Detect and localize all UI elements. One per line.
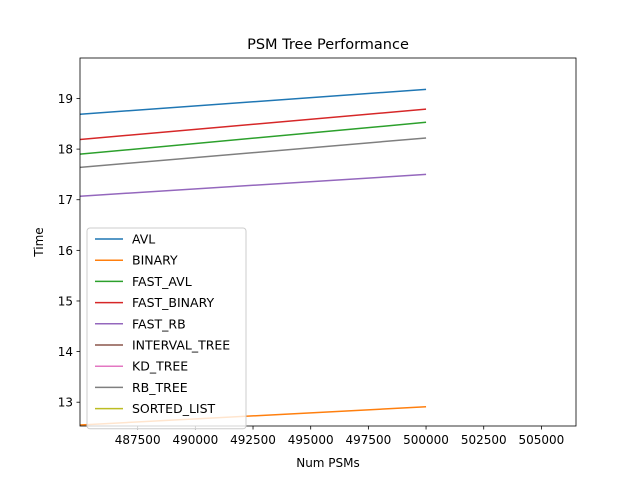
x-tick-label: 502500	[461, 433, 507, 447]
legend-label: RB_TREE	[132, 380, 188, 395]
y-tick-label: 15	[58, 294, 73, 308]
legend-label: SORTED_LIST	[132, 401, 216, 416]
legend-label: KD_TREE	[132, 359, 188, 374]
y-tick-label: 14	[58, 345, 73, 359]
legend-label: BINARY	[132, 253, 178, 268]
series-line-fast-rb	[80, 173, 427, 197]
x-axis-label: Num PSMs	[296, 456, 360, 470]
x-tick-label: 492500	[230, 433, 276, 447]
y-tick-label: 19	[58, 92, 73, 106]
x-tick-label: 505000	[518, 433, 564, 447]
y-axis-label: Time	[32, 227, 46, 257]
chart-title: PSM Tree Performance	[247, 37, 409, 53]
series-line-fast-binary	[80, 108, 427, 141]
x-tick-label: 497500	[345, 433, 391, 447]
plot-frame	[79, 57, 577, 427]
legend-label: AVL	[132, 232, 155, 247]
x-tick-label: 500000	[403, 433, 449, 447]
legend-box	[86, 227, 247, 430]
legend-label: FAST_BINARY	[132, 295, 214, 310]
series-line-fast-avl	[80, 121, 427, 155]
y-tick-label: 17	[58, 193, 73, 207]
y-tick-label: 13	[58, 396, 73, 410]
legend: AVL BINARY FAST_AVL FAST_BINARY FAST_RB INTER…	[86, 227, 247, 430]
x-tick-label: 487500	[115, 433, 161, 447]
legend-label: FAST_AVL	[132, 274, 192, 289]
legend-label: FAST_RB	[132, 316, 186, 331]
series-line-rb-tree	[80, 137, 427, 169]
y-tick-label: 18	[58, 143, 73, 157]
x-tick-label: 495000	[288, 433, 334, 447]
x-tick-label: 490000	[172, 433, 218, 447]
series-line-avl	[80, 88, 427, 115]
y-tick-label: 16	[58, 244, 73, 258]
legend-label: INTERVAL_TREE	[132, 338, 230, 353]
